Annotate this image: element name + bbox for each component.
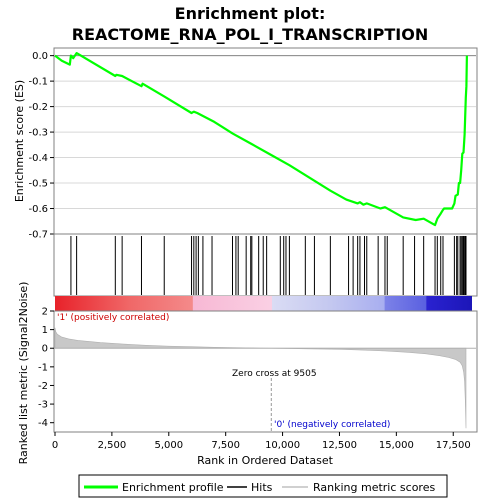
negative-correlation-label: '0' (negatively correlated) [274,420,390,430]
x-axis-label: Rank in Ordered Dataset [197,454,334,467]
enrichment-profile-line [54,51,468,227]
es-tick-label: -0.7 [28,230,48,241]
x-tick-label: 0 [52,440,58,451]
es-tick-label: -0.6 [28,204,48,215]
chart-subtitle: REACTOME_RNA_POL_I_TRANSCRIPTION [72,25,428,44]
ranking-metric-area [54,327,467,429]
metric-y-axis-label: Ranked list metric (Signal2Noise) [17,282,30,465]
chart-title: Enrichment plot: [175,4,326,23]
es-tick-label: -0.5 [28,179,48,190]
es-tick-label: -0.4 [28,153,48,164]
legend-ranking-label: Ranking metric scores [313,481,435,494]
x-tick-label: 17,500 [436,440,471,451]
x-tick-label: 5,000 [154,440,183,451]
metric-tick-label: 2 [42,307,48,318]
metric-tick-label: -4 [38,418,48,429]
legend-enrichment-label: Enrichment profile [122,481,224,494]
zero-cross-label: Zero cross at 9505 [232,369,317,379]
x-tick-label: 12,500 [322,440,357,451]
es-panel-grid [55,55,476,235]
metric-tick-label: 0 [42,344,48,355]
metric-tick-label: -2 [38,381,48,392]
metric-series [54,327,476,432]
metric-tick-label: -3 [38,400,48,411]
es-y-ticks: 0.0 -0.1 -0.2 -0.3 -0.4 -0.5 -0.6 -0.7 [28,51,54,241]
metric-y-ticks: 2 1 0 -1 -2 -3 -4 [38,307,54,429]
metric-tick-label: -1 [38,362,48,373]
x-ticks: 0 2,500 5,000 7,500 10,000 12,500 15,000 17,500 [52,432,471,451]
es-tick-label: -0.3 [28,128,48,139]
x-tick-label: 10,000 [265,440,300,451]
metric-panel-frame [53,310,478,433]
es-panel-frame [53,47,478,235]
x-tick-label: 7,500 [211,440,240,451]
metric-tick-label: 1 [42,325,48,336]
hit-lines [70,236,467,295]
legend-hits-label: Hits [251,481,273,494]
rank-color-bar [55,296,472,311]
legend-box [78,474,448,498]
es-tick-label: -0.2 [28,102,48,113]
hits-panel-frame [53,233,478,297]
x-tick-label: 15,000 [379,440,414,451]
es-tick-label: -0.1 [28,77,48,88]
es-tick-label: 0.0 [32,51,48,62]
es-y-axis-label: Enrichment score (ES) [13,80,26,202]
es-series [54,51,468,227]
positive-correlation-label: '1' (positively correlated) [57,313,169,323]
x-tick-label: 2,500 [98,440,127,451]
